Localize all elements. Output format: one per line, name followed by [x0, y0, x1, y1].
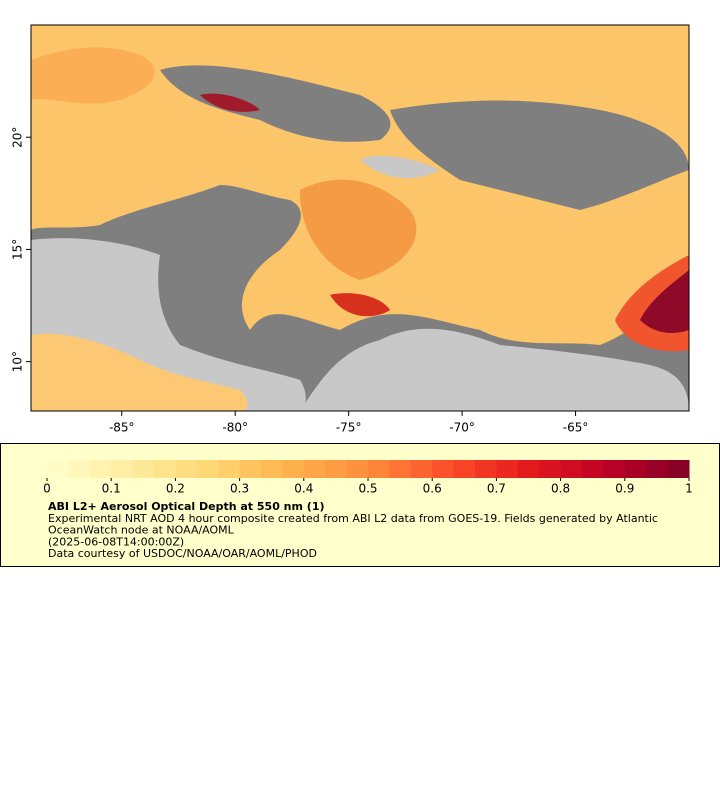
colorbar-swatch — [132, 460, 155, 478]
colorbar-swatch — [582, 460, 604, 478]
colorbar-tick-label: 0 — [43, 482, 51, 496]
x-tick-label: -65° — [563, 421, 589, 435]
legend-line: (2025-06-08T14:00:00Z) — [48, 535, 184, 548]
colorbar-swatch — [89, 460, 112, 478]
aerosol-patch — [200, 93, 260, 112]
colorbar-swatch — [453, 460, 476, 478]
land — [300, 328, 689, 411]
aerosol-patch — [31, 333, 248, 411]
colorbar-swatch — [560, 460, 583, 478]
colorbar: 0 0.1 0.2 0.3 0.4 0.5 0.6 0.7 0.8 0.9 1 — [43, 460, 693, 496]
legend-line: OceanWatch node at NOAA/AOML — [48, 524, 235, 537]
colorbar-swatch — [325, 460, 348, 478]
colorbar-swatch — [410, 460, 433, 478]
colorbar-swatch — [261, 460, 283, 478]
colorbar-tick-label: 0.1 — [102, 482, 121, 496]
clear-sea — [390, 100, 689, 210]
legend-text: ABI L2+ Aerosol Optical Depth at 550 nm … — [48, 500, 658, 560]
colorbar-swatch — [646, 460, 669, 478]
colorbar-swatch — [196, 460, 219, 478]
colorbar-swatch — [111, 460, 134, 478]
map — [30, 24, 690, 412]
colorbar-tick-label: 0.8 — [551, 482, 570, 496]
colorbar-swatch — [624, 460, 647, 478]
aerosol-hotspot — [640, 270, 689, 333]
colorbar-swatch — [303, 460, 326, 478]
aerosol-patch — [31, 47, 155, 104]
colorbar-swatch — [239, 460, 262, 478]
colorbar-tick-label: 0.3 — [230, 482, 249, 496]
aerosol-patch — [300, 179, 417, 280]
colorbar-tick-label: 0.7 — [487, 482, 506, 496]
colorbar-swatch — [432, 460, 455, 478]
colorbar-swatch — [539, 460, 562, 478]
colorbar-swatch — [175, 460, 198, 478]
colorbar-tick-label: 0.2 — [166, 482, 185, 496]
colorbar-swatch — [47, 460, 69, 478]
colorbar-swatch — [667, 460, 690, 478]
land — [360, 155, 440, 179]
colorbar-swatch — [603, 460, 626, 478]
colorbar-swatch — [68, 460, 91, 478]
colorbar-swatch — [389, 460, 412, 478]
colorbar-swatch — [368, 460, 390, 478]
colorbar-tick-label: 0.9 — [615, 482, 634, 496]
colorbar-tick-label: 0.4 — [294, 482, 313, 496]
colorbar-swatch — [282, 460, 305, 478]
colorbar-swatch — [218, 460, 241, 478]
legend-title: ABI L2+ Aerosol Optical Depth at 550 nm … — [48, 500, 325, 513]
x-tick-label: -85° — [109, 421, 135, 435]
colorbar-swatch — [154, 460, 176, 478]
colorbar-swatch — [496, 460, 519, 478]
y-tick-label: 20° — [11, 127, 25, 148]
clear-sea — [160, 65, 391, 142]
legend-line: Data courtesy of USDOC/NOAA/OAR/AOML/PHO… — [48, 547, 317, 560]
x-tick-label: -70° — [449, 421, 475, 435]
colorbar-swatch — [517, 460, 540, 478]
map-frame — [30, 24, 690, 412]
colorbar-swatch — [346, 460, 369, 478]
y-tick-label: 15° — [11, 239, 25, 260]
y-tick-label: 10° — [11, 351, 25, 372]
legend-line: Experimental NRT AOD 4 hour composite cr… — [48, 512, 658, 525]
x-tick-label: -75° — [336, 421, 362, 435]
x-tick-label: -80° — [222, 421, 248, 435]
colorbar-tick-label: 0.5 — [358, 482, 377, 496]
colorbar-swatch — [475, 460, 497, 478]
colorbar-tick-label: 1 — [685, 482, 693, 496]
colorbar-tick-label: 0.6 — [423, 482, 442, 496]
aerosol-patch — [330, 293, 390, 317]
